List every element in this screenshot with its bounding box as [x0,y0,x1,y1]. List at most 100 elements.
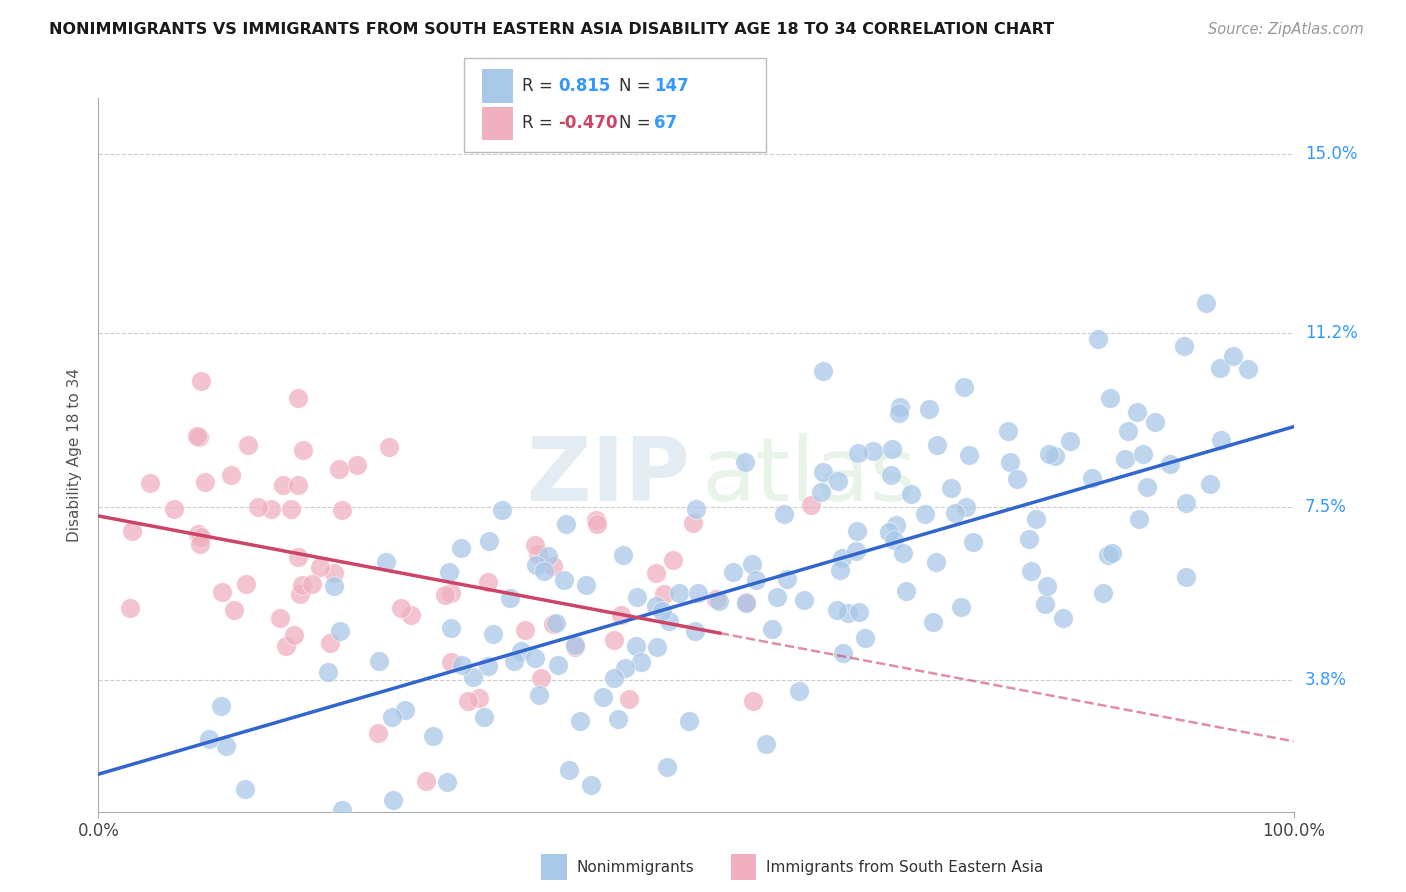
Point [537,549,560,564]
Point [766,591,789,605]
Text: Immigrants from South Eastern Asia: Immigrants from South Eastern Asia [766,860,1043,874]
Point [224,603,246,617]
Point [922,615,945,629]
Point [291,578,314,592]
Point [614,661,637,675]
Point [603,632,626,647]
Point [630,655,652,669]
Point [655,760,678,774]
Point [1114,452,1136,467]
Point [1209,433,1232,447]
Point [287,478,309,492]
Point [287,391,309,405]
Point [247,500,270,514]
Point [848,605,870,619]
Point [1045,449,1067,463]
Point [368,655,391,669]
Point [626,590,648,604]
Point [524,538,547,552]
Point [197,816,219,830]
Point [707,594,730,608]
Point [1025,512,1047,526]
Point [883,533,905,548]
Point [1199,477,1222,491]
Point [197,731,219,746]
Point [1087,332,1109,346]
Point [235,577,257,591]
Point [734,455,756,469]
Text: 67: 67 [654,114,676,132]
Point [457,694,479,708]
Point [617,692,640,706]
Point [1195,296,1218,310]
Point [527,688,550,702]
Point [652,587,675,601]
Point [399,607,422,622]
Point [827,474,849,488]
Point [1174,570,1197,584]
Point [499,591,522,606]
Point [845,524,868,539]
Point [918,402,941,417]
Point [434,588,457,602]
Point [378,440,401,454]
Point [941,481,963,495]
Point [323,566,346,581]
Point [644,566,666,580]
Point [755,738,778,752]
Point [316,665,339,680]
Point [1209,360,1232,375]
Point [603,671,626,685]
Point [188,537,211,551]
Text: 15.0%: 15.0% [1305,145,1357,163]
Text: 11.2%: 11.2% [1305,324,1357,342]
Point [472,710,495,724]
Point [544,615,567,630]
Point [772,507,794,521]
Point [761,623,783,637]
Point [541,617,564,632]
Text: -0.470: -0.470 [558,114,617,132]
Point [478,533,501,548]
Point [793,593,815,607]
Point [292,443,315,458]
Point [440,655,463,669]
Point [914,507,936,521]
Point [510,644,533,658]
Y-axis label: Disability Age 18 to 34: Disability Age 18 to 34 [67,368,83,542]
Point [415,774,437,789]
Point [346,458,368,472]
Point [436,774,458,789]
Point [394,703,416,717]
Point [1091,586,1114,600]
Point [832,646,855,660]
Point [283,628,305,642]
Point [1222,349,1244,363]
Point [1036,579,1059,593]
Point [1118,424,1140,438]
Point [1097,548,1119,562]
Point [882,442,904,456]
Point [450,658,472,673]
Point [880,468,903,483]
Point [862,443,884,458]
Point [1237,361,1260,376]
Point [215,739,238,753]
Point [533,565,555,579]
Text: N =: N = [619,114,655,132]
Point [651,604,673,618]
Point [734,595,756,609]
Point [374,555,396,569]
Point [530,671,553,685]
Point [950,600,973,615]
Point [209,698,232,713]
Point [685,501,707,516]
Point [741,557,763,571]
Point [957,448,980,462]
Point [564,638,586,652]
Point [467,691,489,706]
Point [309,560,332,574]
Point [211,584,233,599]
Point [953,380,976,394]
Point [329,624,352,638]
